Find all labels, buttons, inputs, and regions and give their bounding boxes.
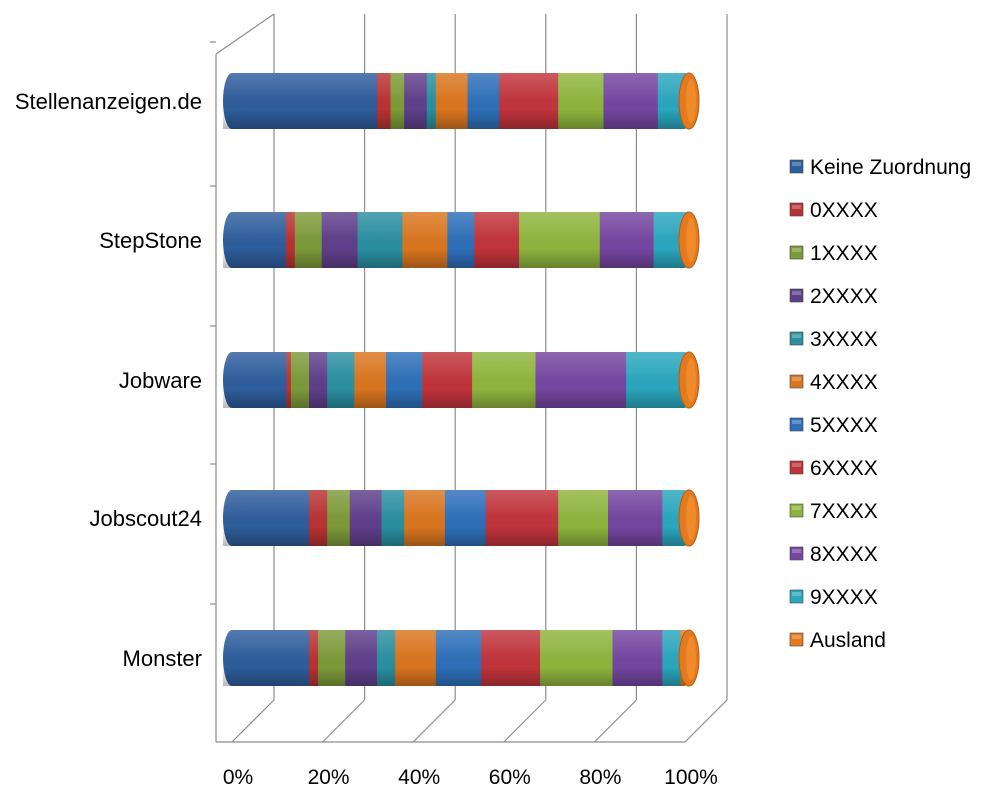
legend: Keine Zuordnung 0XXXX 1XXXX 2XXXX 3XXXX 4XXXX… [789, 156, 971, 652]
category-label: Jobscout24 [89, 506, 202, 531]
legend-swatch [789, 460, 804, 475]
bar-shading [223, 73, 685, 129]
bar-group [223, 211, 700, 269]
bar-shading [223, 352, 685, 408]
bar-cap-highlight [686, 496, 696, 540]
labels: Stellenanzeigen.de StepStone Jobware Jobsco… [15, 89, 718, 789]
legend-swatch [789, 331, 804, 346]
bar-shading [223, 490, 685, 546]
legend-label: 1XXXX [810, 242, 878, 265]
legend-label: 0XXXX [810, 199, 878, 222]
legend-swatch-gloss [792, 334, 801, 338]
floor-gridline [412, 699, 456, 743]
wall-edge [215, 13, 275, 55]
floor-gridline [503, 699, 547, 743]
legend-item: 2XXXX [789, 285, 878, 308]
legend-swatch-gloss [792, 205, 801, 209]
legend-swatch-gloss [792, 506, 801, 510]
legend-label: Keine Zuordnung [810, 156, 971, 179]
legend-item: 3XXXX [789, 328, 878, 351]
legend-swatch [789, 589, 804, 604]
legend-swatch [789, 417, 804, 432]
bar-group [223, 351, 700, 409]
x-tick-label: 100% [664, 766, 718, 789]
bar-shading [223, 212, 685, 268]
legend-swatch-gloss [792, 162, 801, 166]
floor-gridline [322, 699, 366, 743]
legend-item: 1XXXX [789, 242, 878, 265]
legend-label: 4XXXX [810, 371, 878, 394]
legend-item: Keine Zuordnung [789, 156, 971, 179]
legend-swatch [789, 202, 804, 217]
floor-gridline [684, 699, 728, 743]
bar-group [223, 489, 700, 547]
legend-swatch [789, 546, 804, 561]
x-tick-label: 20% [308, 766, 350, 789]
legend-item: 8XXXX [789, 543, 878, 566]
legend-item: Ausland [789, 629, 886, 652]
bar-group [223, 72, 700, 130]
legend-swatch-gloss [792, 248, 801, 252]
legend-swatch-gloss [792, 463, 801, 467]
legend-swatch-gloss [792, 420, 801, 424]
floor-gridline [231, 699, 275, 743]
bar-cap-highlight [686, 218, 696, 262]
category-label: Stellenanzeigen.de [15, 89, 202, 114]
legend-swatch [789, 632, 804, 647]
legend-swatch [789, 288, 804, 303]
legend-label: 2XXXX [810, 285, 878, 308]
category-label: Jobware [119, 368, 202, 393]
legend-swatch [789, 503, 804, 518]
legend-label: 9XXXX [810, 586, 878, 609]
category-label: StepStone [99, 228, 202, 253]
legend-swatch-gloss [792, 291, 801, 295]
legend-label: Ausland [810, 629, 886, 652]
x-tick-label: 0% [223, 766, 253, 789]
legend-item: 6XXXX [789, 457, 878, 480]
legend-swatch-gloss [792, 635, 801, 639]
bar-cap-highlight [686, 79, 696, 123]
bar-cap-highlight [686, 636, 696, 680]
legend-item: 0XXXX [789, 199, 878, 222]
legend-label: 6XXXX [810, 457, 878, 480]
bar-group [223, 629, 700, 687]
bar-cap-highlight [686, 358, 696, 402]
legend-swatch [789, 245, 804, 260]
floor-gridline [593, 699, 637, 743]
legend-item: 4XXXX [789, 371, 878, 394]
legend-item: 9XXXX [789, 586, 878, 609]
x-tick-label: 80% [579, 766, 621, 789]
legend-swatch-gloss [792, 549, 801, 553]
category-label: Monster [123, 646, 202, 671]
legend-label: 8XXXX [810, 543, 878, 566]
legend-label: 3XXXX [810, 328, 878, 351]
x-tick-label: 40% [398, 766, 440, 789]
x-tick-label: 60% [489, 766, 531, 789]
legend-label: 7XXXX [810, 500, 878, 523]
legend-label: 5XXXX [810, 414, 878, 437]
bars [223, 72, 700, 687]
legend-swatch [789, 159, 804, 174]
legend-swatch-gloss [792, 377, 801, 381]
bar-shading [223, 630, 685, 686]
legend-item: 5XXXX [789, 414, 878, 437]
legend-item: 7XXXX [789, 500, 878, 523]
legend-swatch-gloss [792, 592, 801, 596]
legend-swatch [789, 374, 804, 389]
